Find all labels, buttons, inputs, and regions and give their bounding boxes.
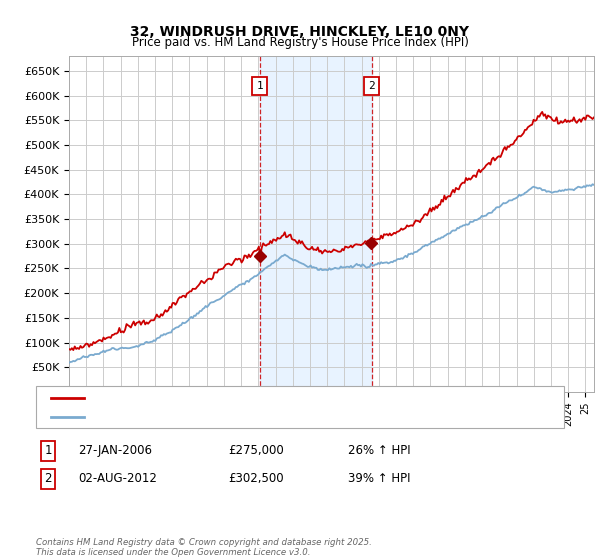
Text: Price paid vs. HM Land Registry's House Price Index (HPI): Price paid vs. HM Land Registry's House … bbox=[131, 36, 469, 49]
Text: 27-JAN-2006: 27-JAN-2006 bbox=[78, 444, 152, 458]
Text: £275,000: £275,000 bbox=[228, 444, 284, 458]
Text: 1: 1 bbox=[44, 444, 52, 458]
Text: HPI: Average price, detached house, Hinckley and Bosworth: HPI: Average price, detached house, Hinc… bbox=[90, 412, 403, 422]
Bar bbox=[260, 56, 371, 392]
Text: 26% ↑ HPI: 26% ↑ HPI bbox=[348, 444, 410, 458]
Text: 1: 1 bbox=[256, 81, 263, 91]
Text: Contains HM Land Registry data © Crown copyright and database right 2025.
This d: Contains HM Land Registry data © Crown c… bbox=[36, 538, 372, 557]
Text: 39% ↑ HPI: 39% ↑ HPI bbox=[348, 472, 410, 486]
Text: 2: 2 bbox=[368, 81, 375, 91]
Text: 02-AUG-2012: 02-AUG-2012 bbox=[78, 472, 157, 486]
Text: 32, WINDRUSH DRIVE, HINCKLEY, LE10 0NY (detached house): 32, WINDRUSH DRIVE, HINCKLEY, LE10 0NY (… bbox=[90, 393, 411, 403]
Text: 32, WINDRUSH DRIVE, HINCKLEY, LE10 0NY: 32, WINDRUSH DRIVE, HINCKLEY, LE10 0NY bbox=[131, 25, 470, 39]
Text: 2: 2 bbox=[44, 472, 52, 486]
Text: £302,500: £302,500 bbox=[228, 472, 284, 486]
